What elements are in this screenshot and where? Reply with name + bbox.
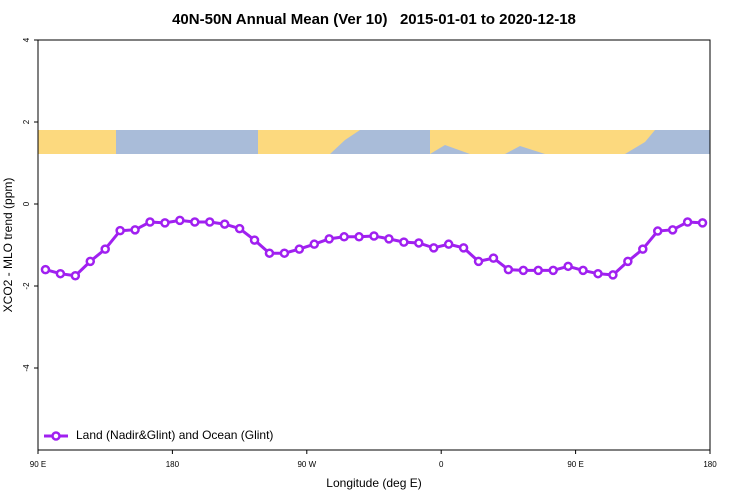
point [160,218,170,228]
point [667,225,678,235]
plot-frame [37,39,711,451]
x-tick-label: 180 [166,460,180,469]
y-axis-label: XCO2 - MLO trend (ppm) [1,178,15,313]
point [458,243,469,253]
x-tick-label: 0 [439,460,444,469]
point [443,239,454,249]
point [623,256,633,267]
point [145,217,155,227]
point [294,244,305,254]
legend-label: Land (Nadir&Glint) and Ocean (Glint) [76,428,273,442]
point [55,268,66,279]
series-line [45,218,703,278]
point [593,268,603,279]
point [384,234,394,244]
y-tick-label: -2 [22,282,31,290]
legend-marker [51,431,61,441]
x-axis-label: Longitude (deg E) [326,476,421,490]
x-tick-label: 180 [703,460,717,469]
point [70,271,81,281]
point [264,248,275,258]
point [115,225,125,236]
point [190,217,200,227]
point [697,218,708,228]
point [369,231,379,241]
point [428,243,439,253]
point [608,270,618,280]
point [414,238,424,248]
point [40,264,51,275]
x-tick-label: 90 E [567,460,583,469]
point [249,235,260,245]
point [100,244,110,254]
point [578,265,588,276]
point [219,219,230,229]
point [682,217,693,227]
point [279,248,290,258]
map-strip [38,130,710,154]
x-tick-label: 90 W [297,460,316,469]
y-tick-label: -4 [22,364,31,372]
point [548,265,558,276]
point [563,261,573,272]
point [354,232,364,242]
point [130,225,140,235]
point [488,253,499,263]
point [503,264,514,275]
point [324,234,334,244]
point [399,237,409,247]
point [234,223,245,234]
point [175,215,185,226]
x-tick-label: 90 E [30,460,46,469]
point [638,244,648,254]
point [652,226,663,236]
point [473,256,484,267]
point [85,256,96,267]
chart-title: 40N-50N Annual Mean (Ver 10) 2015-01-01 … [172,11,576,28]
point [309,239,320,249]
y-tick-label: 4 [22,37,31,42]
y-tick-label: 2 [22,119,31,124]
y-tick-label: 0 [22,201,31,206]
point [339,232,349,242]
point [533,265,544,276]
point [518,265,529,276]
point [204,217,215,227]
